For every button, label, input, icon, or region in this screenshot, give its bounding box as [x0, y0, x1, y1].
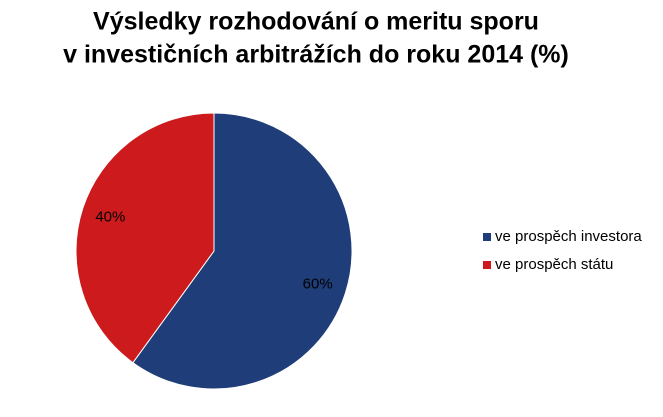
legend-label: ve prospěch státu — [495, 256, 613, 273]
pie-slice — [75, 112, 215, 364]
data-label: 60% — [303, 276, 333, 293]
pie-slice — [132, 112, 353, 390]
chart-title: v investičních arbitrážích do roku 2014 … — [63, 41, 569, 69]
chart-title: Výsledky rozhodování o meritu sporu — [93, 8, 539, 36]
legend-swatch — [483, 261, 491, 269]
legend-label: ve prospěch investora — [495, 228, 642, 245]
legend-swatch — [483, 233, 491, 241]
data-label: 40% — [95, 208, 125, 225]
